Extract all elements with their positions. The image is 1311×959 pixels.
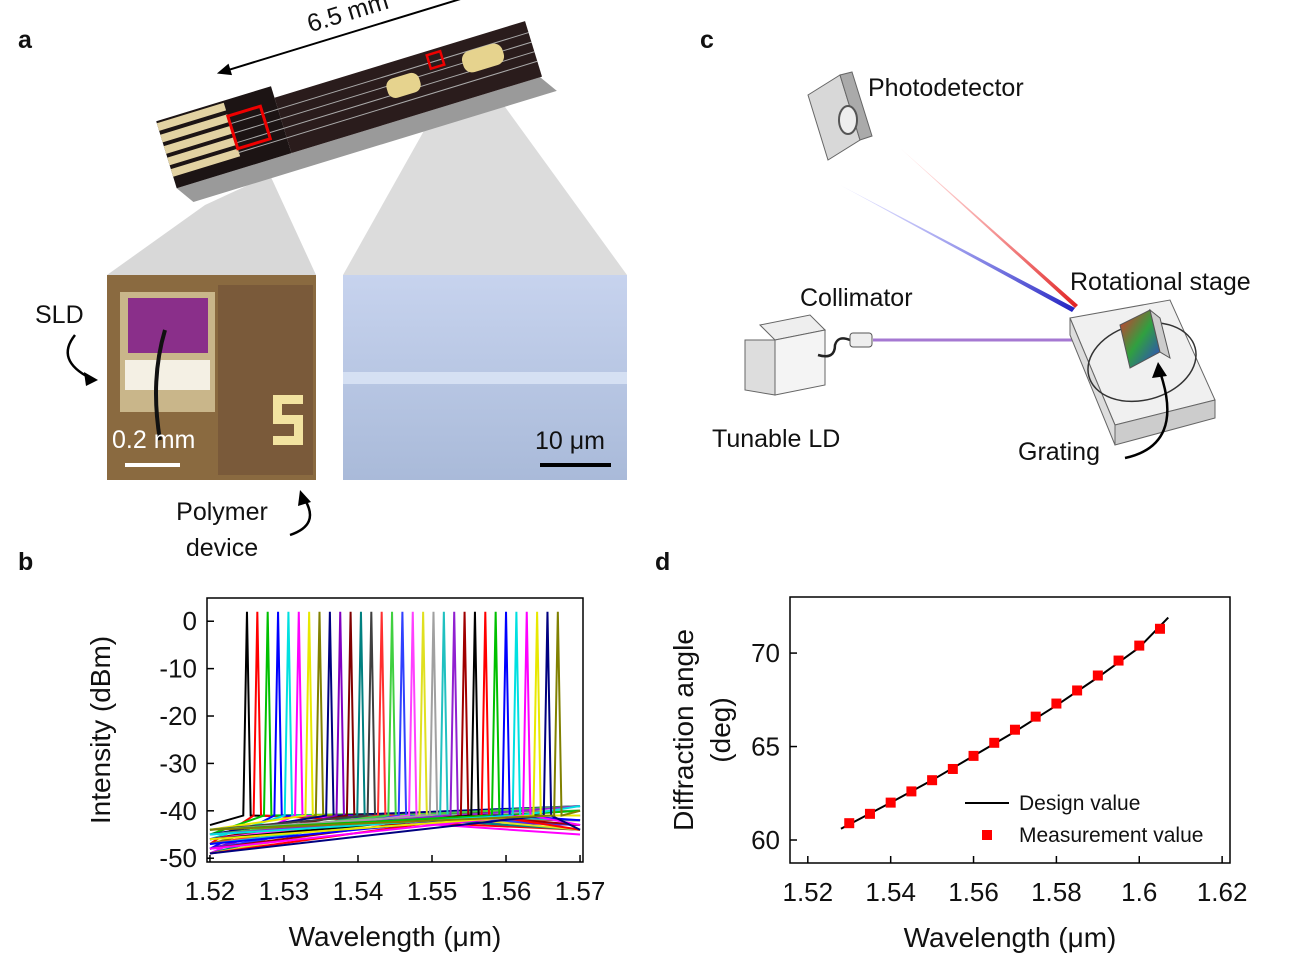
legend-label: Design value [1019,792,1140,815]
y-tick-label: 70 [751,638,780,668]
collimator [850,333,872,347]
sld-label: SLD [35,301,84,329]
x-axis-label: Wavelength (μm) [904,922,1117,953]
y-tick-label: -50 [159,843,197,873]
beam [900,148,1078,308]
legend-marker [982,830,992,840]
data-point [1114,656,1124,666]
panel-label: c [700,26,714,54]
data-point [989,738,999,748]
polymer-label: device [186,534,258,562]
x-tick-label: 1.54 [333,876,384,906]
x-tick-label: 1.6 [1121,877,1157,907]
data-point [1093,671,1103,681]
data-point [1010,725,1020,735]
panel-c: Photodetector Collimator Rotational stag… [712,72,1251,466]
y-axis-label: Intensity (dBm) [85,636,116,824]
page: {"panel_labels":["a","b","c","d"], "pane… [0,0,1311,959]
scale-label: 0.2 mm [112,426,195,454]
data-point [927,775,937,785]
x-tick-label: 1.57 [555,876,606,906]
laser-label: Tunable LD [712,425,840,453]
data-point [1134,641,1144,651]
panel-label: a [18,26,33,54]
data-point [906,786,916,796]
y-tick-label: 0 [183,606,197,636]
length-label: 6.5 mm [304,0,392,38]
laser-box [775,330,825,395]
y-tick-label: -20 [159,701,197,731]
photodetector-label: Photodetector [868,74,1024,102]
legend-label: Measurement value [1019,824,1203,847]
y-tick-label: 65 [751,732,780,762]
y-tick-label: -10 [159,654,197,684]
y-axis-label: Diffraction angle [668,629,699,831]
x-tick-label: 1.54 [865,877,916,907]
y-tick-label: -30 [159,748,197,778]
data-point [948,764,958,774]
data-point [1051,699,1061,709]
x-tick-label: 1.55 [407,876,458,906]
data-point [865,809,875,819]
y-axis-label: (deg) [705,697,736,762]
panel-label: b [18,548,33,576]
figure: a b c d 6.5 mm 0.2 mm SLD 10 μm Polymer … [0,0,1311,954]
collimator-label: Collimator [800,284,913,312]
x-tick-label: 1.56 [948,877,999,907]
panel-a: 6.5 mm 0.2 mm SLD 10 μm Polymer device [35,0,627,562]
x-tick-label: 1.52 [783,877,834,907]
x-tick-label: 1.52 [185,876,236,906]
x-tick-label: 1.58 [1031,877,1082,907]
stage-label: Rotational stage [1070,268,1251,296]
x-tick-label: 1.53 [259,876,310,906]
grating-label: Grating [1018,438,1100,466]
y-tick-label: -40 [159,796,197,826]
data-point [1155,624,1165,634]
data-point [886,798,896,808]
polymer-label: Polymer [176,498,268,526]
data-point [1072,685,1082,695]
x-tick-label: 1.62 [1197,877,1248,907]
x-axis-label: Wavelength (μm) [289,921,502,952]
scale-label: 10 μm [535,427,605,455]
data-point [1031,712,1041,722]
panel-label: d [655,548,670,576]
data-point [844,818,854,828]
y-tick-label: 60 [751,825,780,855]
x-tick-label: 1.56 [481,876,532,906]
data-point [969,751,979,761]
